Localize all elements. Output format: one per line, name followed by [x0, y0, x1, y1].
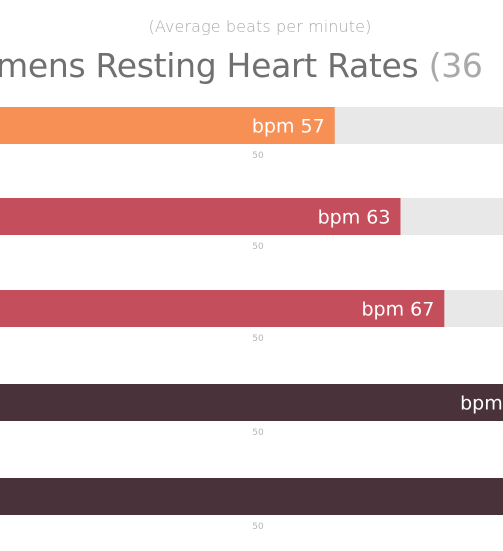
- chart-title: mens Resting Heart Rates (36: [0, 46, 483, 85]
- bar-value-label: bpm 76: [460, 393, 503, 415]
- x-tick-label: 50: [252, 428, 264, 438]
- bar-value-label: bpm 57: [252, 116, 325, 138]
- x-tick-label: 50: [252, 334, 264, 344]
- bar-value-label: bpm 67: [361, 299, 434, 321]
- chart-title-suffix: (36: [428, 46, 483, 85]
- chart-subtitle: (Average beats per minute): [148, 17, 372, 36]
- x-tick-label: 50: [252, 522, 264, 532]
- bar: [0, 290, 445, 327]
- bar: [0, 198, 401, 235]
- x-tick-label: 50: [252, 242, 264, 252]
- bar-value-label: bpm 63: [318, 207, 391, 229]
- x-tick-label: 50: [252, 151, 264, 161]
- bar: [0, 107, 335, 144]
- bar: [0, 478, 503, 515]
- bar: [0, 384, 503, 421]
- chart-title-text: mens Resting Heart Rates: [0, 46, 419, 85]
